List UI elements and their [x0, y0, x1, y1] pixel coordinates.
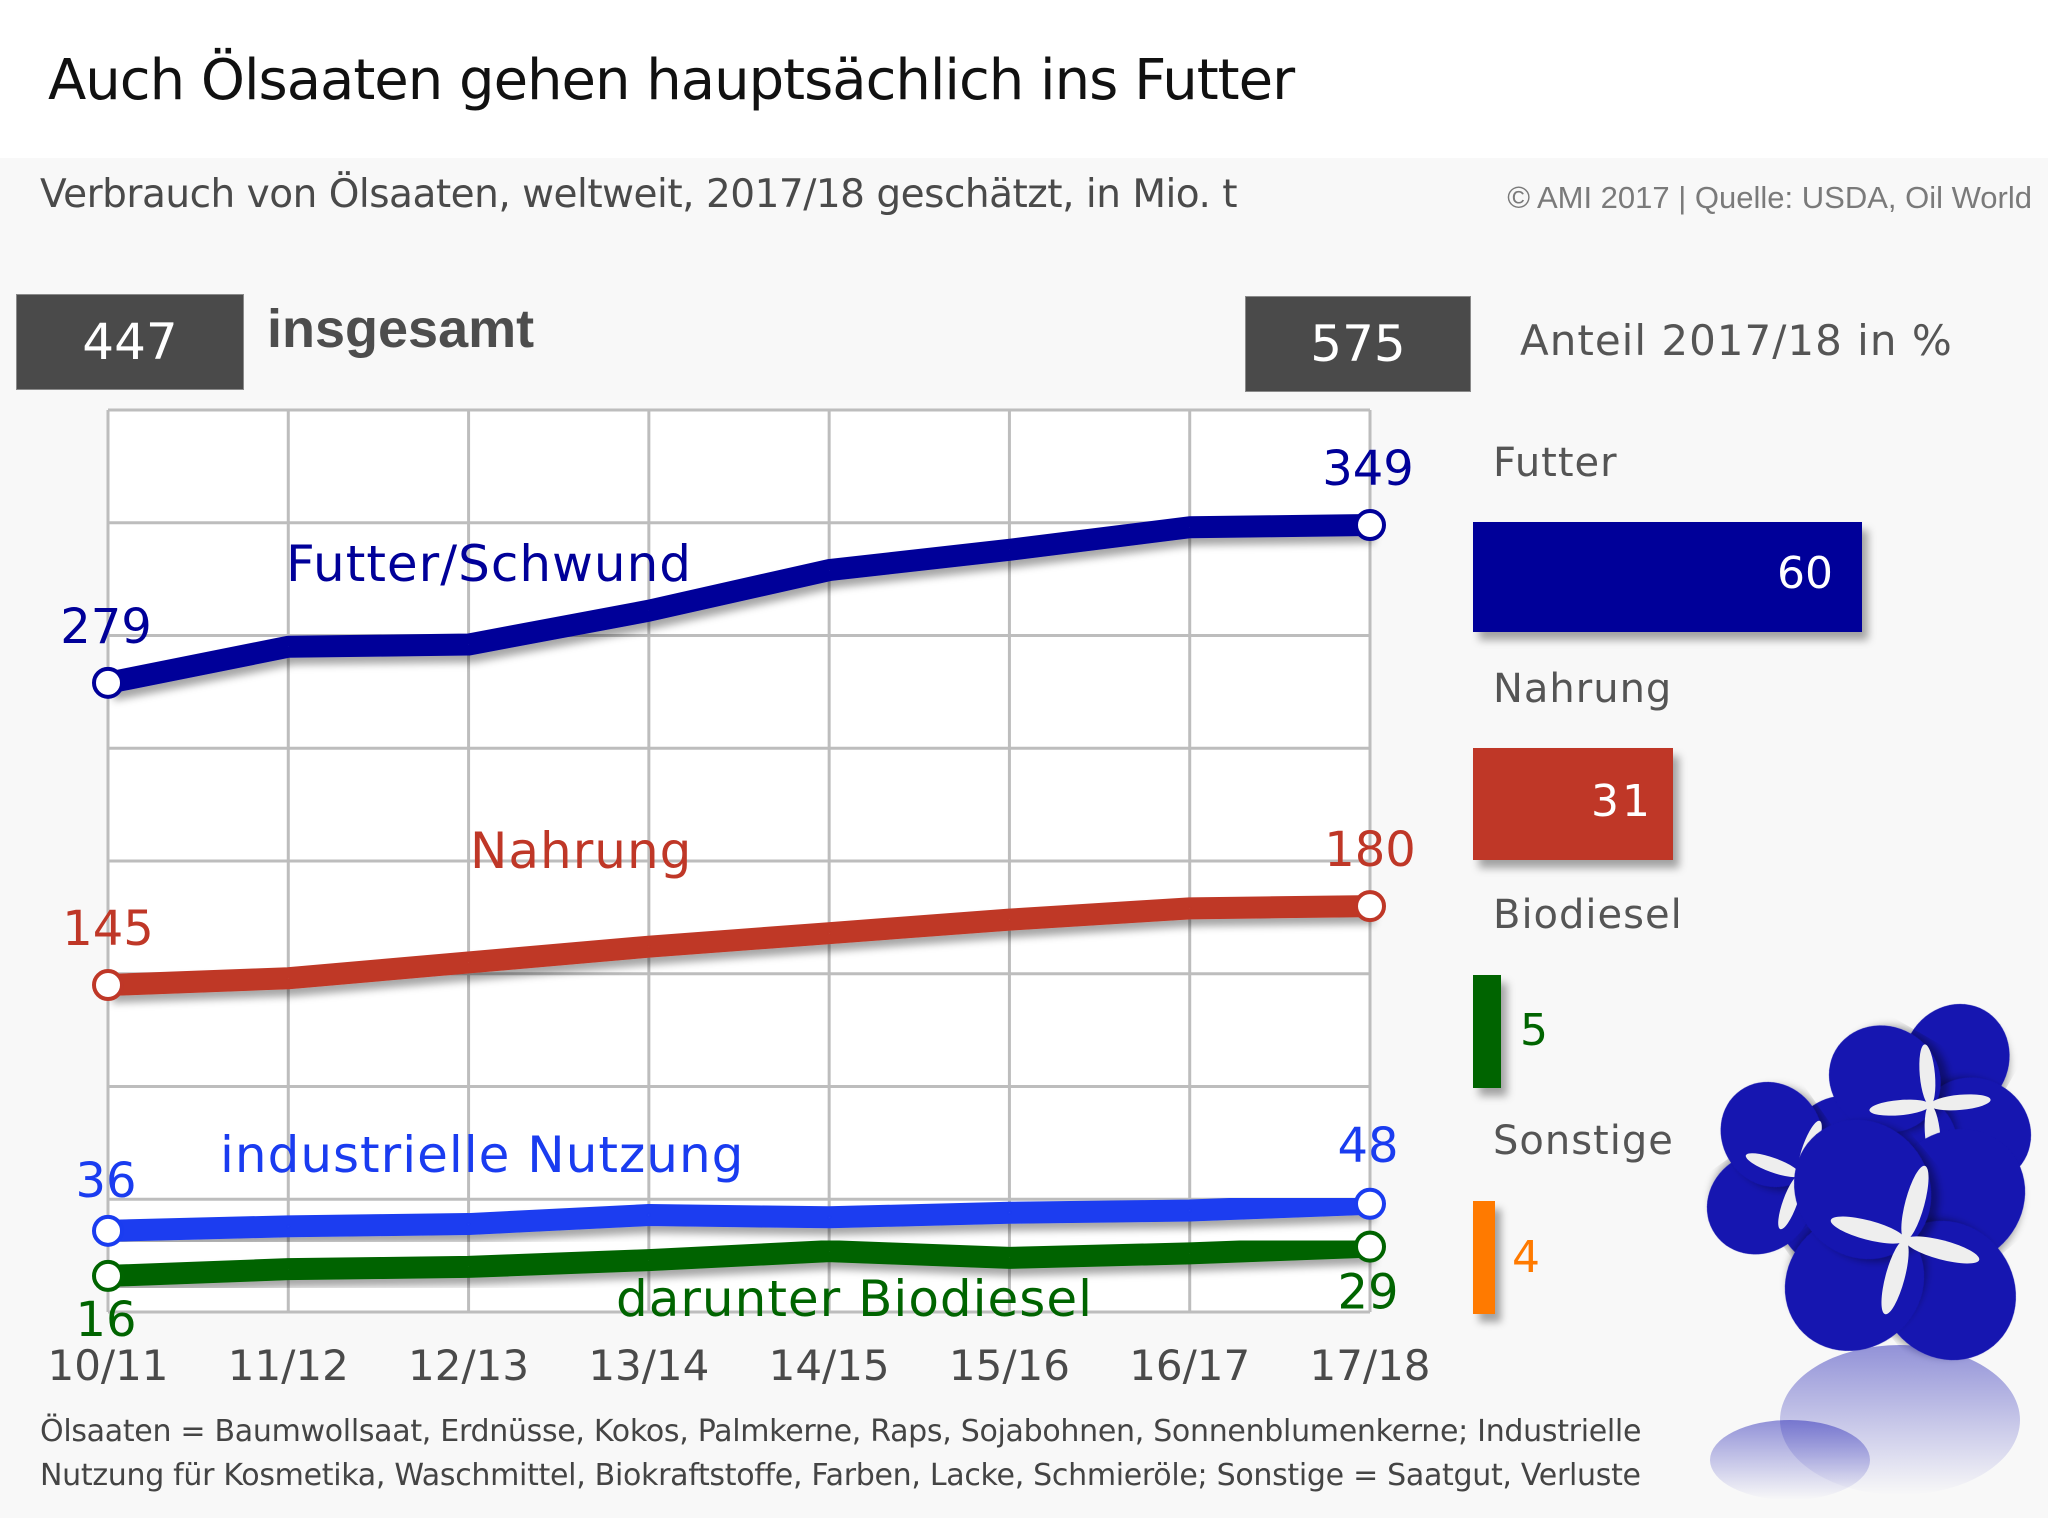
source-credit: © AMI 2017 | Quelle: USDA, Oil World — [1507, 180, 2032, 215]
data-point-nahrung — [1354, 890, 1386, 923]
end-value-label-nahrung: 180 — [1324, 822, 1416, 878]
x-tick-label: 15/16 — [949, 1341, 1070, 1390]
share-value-futter: 60 — [1777, 548, 1833, 599]
total-label: insgesamt — [267, 299, 535, 359]
x-tick-label: 13/14 — [588, 1341, 709, 1390]
series-line-biodiesel — [107, 1235, 1371, 1287]
chart-title: Auch Ölsaaten gehen hauptsächlich ins Fu… — [48, 48, 1295, 113]
x-tick-label: 11/12 — [228, 1341, 349, 1390]
series-line-nahrung — [107, 895, 1371, 997]
x-tick-label: 16/17 — [1129, 1341, 1250, 1390]
total-start-box: 447 — [16, 294, 244, 390]
end-value-label-biodiesel: 29 — [1337, 1265, 1398, 1321]
start-value-label-biodiesel: 16 — [75, 1292, 136, 1348]
total-end-box: 575 — [1245, 296, 1471, 392]
share-label-sonstige: Sonstige — [1493, 1118, 1674, 1164]
share-value-sonstige: 4 — [1512, 1232, 1540, 1283]
series-label-biodiesel: darunter Biodiesel — [616, 1270, 1094, 1328]
x-tick-label: 17/18 — [1309, 1341, 1430, 1390]
data-point-industrie — [1354, 1187, 1386, 1220]
start-value-label-futter: 279 — [60, 599, 152, 655]
share-title: Anteil 2017/18 in % — [1520, 316, 1953, 365]
footnote-line-2: Nutzung für Kosmetika, Waschmittel, Biok… — [40, 1458, 1641, 1493]
share-label-futter: Futter — [1493, 440, 1618, 486]
data-point-futter — [1354, 509, 1386, 542]
total-start-value: 447 — [82, 313, 178, 371]
footnote-line-1: Ölsaaten = Baumwollsaat, Erdnüsse, Kokos… — [40, 1414, 1642, 1449]
share-bar-futter — [1473, 522, 1862, 632]
data-point-biodiesel — [1354, 1230, 1386, 1263]
flower-blossom — [1784, 1119, 2026, 1361]
series-label-nahrung: Nahrung — [470, 822, 693, 880]
start-value-label-nahrung: 145 — [62, 901, 154, 957]
series-line-futter — [105, 514, 1371, 694]
x-tick-label: 14/15 — [769, 1341, 890, 1390]
end-value-label-industrie: 48 — [1337, 1118, 1398, 1174]
share-label-nahrung: Nahrung — [1493, 666, 1673, 712]
data-point-nahrung — [92, 969, 124, 1002]
share-bar-nahrung — [1473, 748, 1673, 860]
series-label-industrie: industrielle Nutzung — [220, 1126, 745, 1184]
start-value-label-industrie: 36 — [75, 1153, 136, 1209]
share-label-biodiesel: Biodiesel — [1493, 892, 1683, 938]
end-value-label-futter: 349 — [1322, 441, 1414, 497]
share-value-biodiesel: 5 — [1520, 1005, 1548, 1056]
series-line-industrie — [107, 1192, 1371, 1242]
data-point-biodiesel — [92, 1259, 124, 1292]
share-bar-biodiesel — [1473, 975, 1501, 1088]
flower-reflection — [1710, 1420, 1870, 1500]
total-end-value: 575 — [1310, 315, 1406, 373]
share-value-nahrung: 31 — [1591, 776, 1653, 827]
x-tick-label: 10/11 — [47, 1341, 168, 1390]
flower-icon — [1706, 1003, 2032, 1500]
data-point-futter — [92, 666, 124, 699]
chart-subtitle: Verbrauch von Ölsaaten, weltweit, 2017/1… — [40, 172, 1238, 217]
data-point-industrie — [92, 1214, 124, 1247]
share-bar-sonstige — [1473, 1201, 1495, 1314]
series-label-futter: Futter/Schwund — [286, 535, 693, 593]
x-tick-label: 12/13 — [408, 1341, 529, 1390]
